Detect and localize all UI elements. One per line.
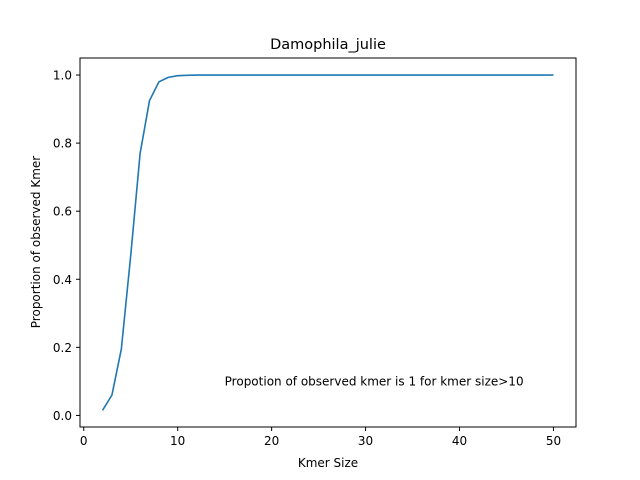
series-line: [101, 74, 554, 411]
chart-annotation: Propotion of observed kmer is 1 for kmer…: [225, 374, 524, 388]
x-axis-ticks: 0 10 20 30 40 50: [80, 427, 561, 448]
y-tick-label: 0.8: [53, 137, 72, 151]
plot-area: [101, 74, 554, 411]
y-tick-label: 0.2: [53, 341, 72, 355]
x-tick-label: 20: [264, 434, 279, 448]
plot-frame: [79, 57, 577, 428]
y-axis-label: Proportion of observed Kmer: [29, 156, 43, 328]
y-tick-label: 0.6: [53, 205, 72, 219]
x-axis-label: Kmer Size: [298, 456, 358, 470]
chart-title: Damophila_julie: [270, 37, 386, 53]
x-tick-label: 30: [358, 434, 373, 448]
x-tick-label: 40: [452, 434, 467, 448]
y-tick-label: 1.0: [53, 69, 72, 83]
y-tick-label: 0.4: [53, 273, 72, 287]
x-tick-label: 0: [80, 434, 88, 448]
y-axis-ticks: 0.0 0.2 0.4 0.6 0.8 1.0: [53, 69, 80, 423]
x-tick-label: 50: [546, 434, 561, 448]
x-tick-label: 10: [170, 434, 185, 448]
y-tick-label: 0.0: [53, 409, 72, 423]
